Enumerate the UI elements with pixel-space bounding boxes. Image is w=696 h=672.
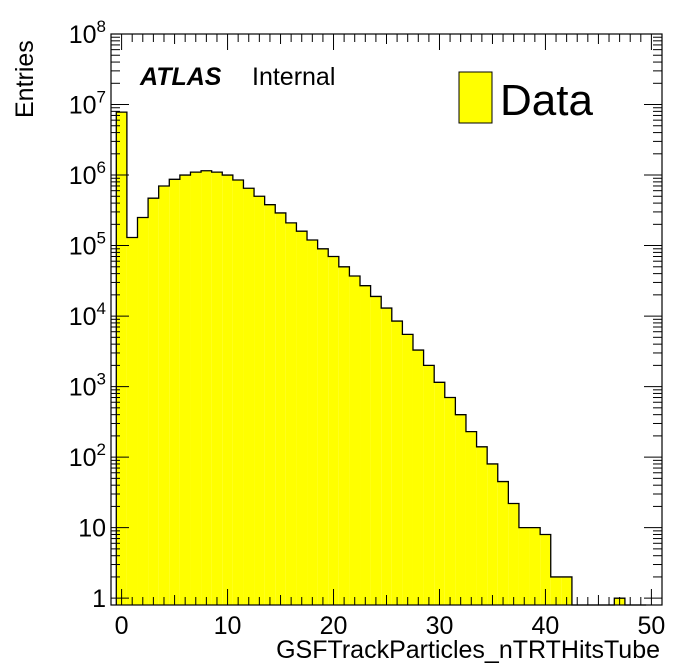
x-tick-label: 20	[320, 612, 348, 640]
histogram-bar	[338, 266, 350, 605]
histogram-bar	[476, 446, 488, 605]
histogram-bar	[455, 414, 466, 605]
internal-label: Internal	[252, 63, 335, 91]
histogram-bar	[497, 481, 509, 605]
histogram-bar	[529, 527, 541, 605]
histogram-bar	[381, 308, 392, 605]
histogram-bar	[391, 321, 403, 605]
y-tick-label: 105	[69, 229, 106, 261]
y-axis-label: Entries	[11, 40, 39, 118]
histogram-bar	[137, 217, 149, 605]
y-tick-label: 104	[69, 299, 106, 331]
x-axis-label: GSFTrackParticles_nTRTHitsTube	[276, 636, 660, 664]
histogram-bars	[115, 111, 647, 606]
y-tick-label: 102	[69, 440, 106, 472]
histogram-bar	[116, 112, 127, 605]
histogram-bar	[444, 397, 456, 605]
histogram-bar	[179, 175, 191, 606]
histogram-bar	[561, 576, 572, 605]
histogram-bar	[402, 334, 413, 605]
axis-ticks: 0 10 20 30 40 50 1 10 102 103 104 105 106 107 108	[69, 17, 666, 640]
legend-entry: Data	[500, 76, 593, 125]
histogram-bar	[148, 198, 159, 606]
histogram-bar	[434, 382, 445, 605]
histogram-bar	[296, 231, 308, 606]
histogram-bar	[190, 172, 202, 605]
legend: Data	[458, 71, 593, 125]
histogram-bar	[550, 576, 562, 605]
histogram-bar	[254, 196, 265, 605]
y-tick-label: 1	[92, 585, 106, 613]
histogram-bar	[487, 463, 498, 605]
histogram-bar	[232, 180, 244, 605]
histogram-bar	[158, 185, 170, 605]
histogram-bar	[307, 239, 318, 605]
histogram-bar	[211, 172, 223, 605]
histogram-bar	[201, 170, 212, 606]
histogram-bar	[328, 256, 339, 605]
histogram-bar	[264, 204, 276, 606]
x-tick-label: 50	[637, 612, 665, 640]
legend-swatch	[458, 71, 493, 124]
histogram-bar	[285, 222, 297, 605]
histogram-bar	[317, 248, 329, 605]
histogram-bar	[518, 527, 530, 605]
histogram-outline	[115, 111, 647, 606]
histogram-bar	[423, 365, 435, 605]
y-tick-label: 107	[69, 88, 106, 120]
histogram-bar	[169, 179, 180, 605]
histogram-bar	[243, 188, 255, 606]
y-tick-label: 108	[69, 17, 106, 49]
y-tick-label: 106	[69, 158, 106, 190]
histogram-bar	[275, 212, 286, 605]
histogram-bar	[540, 534, 551, 605]
x-tick-label: 40	[532, 612, 560, 640]
y-tick-label: 10	[78, 515, 106, 543]
histogram-bar	[465, 431, 477, 605]
atlas-label: ATLAS	[139, 63, 222, 91]
y-tick-label: 103	[69, 370, 106, 402]
x-tick-label: 0	[115, 612, 129, 640]
x-tick-label: 30	[426, 612, 454, 640]
histogram-bar	[222, 175, 233, 606]
histogram-bar	[370, 296, 382, 605]
x-tick-label: 10	[214, 612, 242, 640]
histogram-bar	[412, 350, 424, 605]
histogram-bar	[126, 237, 138, 605]
histogram-bar	[508, 503, 519, 605]
histogram-bar	[360, 285, 371, 605]
histogram-bar	[349, 276, 361, 605]
